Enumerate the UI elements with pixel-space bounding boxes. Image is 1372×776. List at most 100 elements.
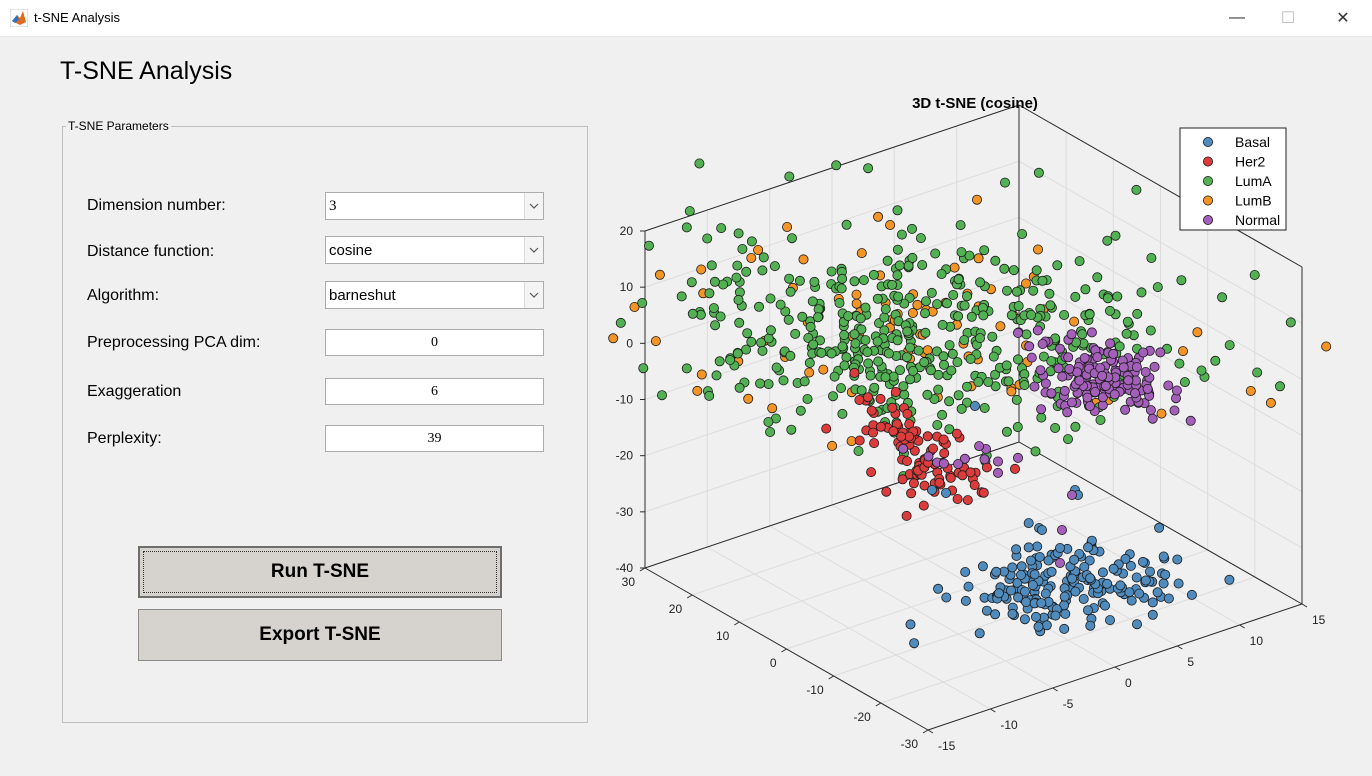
data-point xyxy=(1172,554,1183,565)
legend-marker xyxy=(1203,195,1214,206)
legend-entry: LumA xyxy=(1235,173,1272,189)
data-point xyxy=(938,458,949,469)
maximize-button[interactable]: ☐ xyxy=(1265,0,1311,36)
data-point xyxy=(908,478,919,489)
data-point xyxy=(1033,244,1044,255)
data-point xyxy=(1003,376,1014,387)
plot-legend[interactable]: Basal Her2 LumA LumB Normal xyxy=(1179,127,1287,231)
tsne-3d-scatter-plot[interactable]: 30 20 10 0 -10 -20 -30 -15 -10 -5 0 5 10 15 20 10 0 -10 -2… xyxy=(600,88,1360,758)
data-point xyxy=(854,394,865,405)
data-point xyxy=(786,424,797,435)
data-point xyxy=(746,336,757,347)
data-point xyxy=(775,299,786,310)
x-tick-label: 20 xyxy=(669,602,683,616)
data-point xyxy=(881,486,892,497)
data-point xyxy=(937,319,948,330)
data-point xyxy=(934,477,945,488)
data-point xyxy=(1060,608,1071,619)
data-point xyxy=(1020,586,1031,597)
x-tick-label: 10 xyxy=(716,629,730,643)
data-point xyxy=(880,304,891,315)
parameters-panel-title: T-SNE Parameters xyxy=(66,119,171,133)
data-point xyxy=(1063,352,1074,363)
data-point xyxy=(979,402,990,413)
data-point xyxy=(1034,552,1045,563)
data-point xyxy=(895,365,906,376)
data-point xyxy=(898,381,909,392)
data-point xyxy=(734,317,745,328)
data-point xyxy=(936,268,947,279)
data-point xyxy=(741,266,752,277)
data-point xyxy=(974,628,985,639)
data-point xyxy=(710,320,721,331)
legend-entry: Her2 xyxy=(1235,154,1266,170)
data-point xyxy=(933,369,944,380)
minimize-button[interactable]: — xyxy=(1214,0,1260,36)
x-tick-mark xyxy=(686,594,693,599)
data-point xyxy=(993,456,1004,467)
data-point xyxy=(987,331,998,342)
data-point xyxy=(1062,407,1073,418)
data-point xyxy=(953,274,964,285)
distance-dropdown[interactable]: cosine xyxy=(325,236,544,264)
data-point xyxy=(959,300,970,311)
data-point xyxy=(1285,317,1296,328)
data-point xyxy=(1126,595,1137,606)
data-point xyxy=(907,252,918,263)
data-point xyxy=(892,244,903,255)
data-point xyxy=(1122,316,1133,327)
data-point xyxy=(1074,256,1085,267)
data-point xyxy=(856,324,867,335)
data-point xyxy=(1080,284,1091,295)
data-point xyxy=(853,445,864,456)
perplexity-input[interactable]: 39 xyxy=(325,425,544,452)
data-point xyxy=(899,389,910,400)
data-point xyxy=(939,359,950,370)
exaggeration-input[interactable]: 6 xyxy=(325,378,544,405)
data-point xyxy=(906,488,917,499)
data-point xyxy=(933,583,944,594)
y-tick-mark xyxy=(1052,687,1058,692)
data-point xyxy=(1102,235,1113,246)
data-point xyxy=(888,426,899,437)
data-point xyxy=(990,255,1001,266)
data-point xyxy=(951,428,962,439)
data-point xyxy=(1013,354,1024,365)
data-point xyxy=(1140,575,1151,586)
data-point xyxy=(962,291,973,302)
data-point xyxy=(919,357,930,368)
data-point xyxy=(787,233,798,244)
data-point xyxy=(1055,558,1066,569)
legend-marker xyxy=(1203,136,1214,147)
data-point xyxy=(725,354,736,365)
data-point xyxy=(826,266,837,277)
data-point xyxy=(941,487,952,498)
close-button[interactable]: ✕ xyxy=(1320,0,1366,36)
data-point xyxy=(1178,346,1189,357)
data-point xyxy=(834,297,845,308)
data-point xyxy=(1097,392,1108,403)
data-point xyxy=(902,408,913,419)
data-point xyxy=(784,273,795,284)
data-point xyxy=(905,374,916,385)
data-point xyxy=(1123,375,1134,386)
maximize-icon: ☐ xyxy=(1280,10,1296,27)
data-point xyxy=(970,400,981,411)
data-point xyxy=(702,233,713,244)
data-point xyxy=(694,158,705,169)
data-point xyxy=(1102,578,1113,589)
algorithm-dropdown[interactable]: barneshut xyxy=(325,281,544,309)
data-point xyxy=(962,495,973,506)
pca-input[interactable]: 0 xyxy=(325,329,544,356)
data-point xyxy=(1120,404,1131,415)
dimension-dropdown[interactable]: 3 xyxy=(325,192,544,220)
data-point xyxy=(960,595,971,606)
data-point xyxy=(1066,329,1077,340)
data-point xyxy=(783,314,794,325)
data-point xyxy=(746,236,757,247)
run-tsne-button[interactable]: Run T-SNE xyxy=(138,546,502,598)
data-point xyxy=(978,487,989,498)
legend-marker xyxy=(1203,214,1214,225)
data-point xyxy=(732,260,743,271)
export-tsne-button[interactable]: Export T-SNE xyxy=(138,609,502,661)
